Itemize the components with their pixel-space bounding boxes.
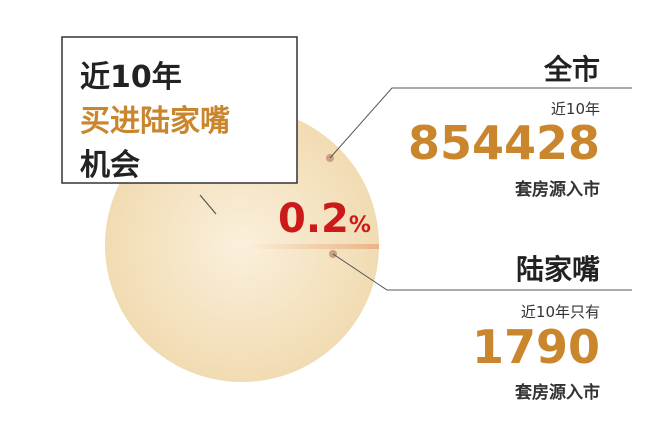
city-count: 854428 — [407, 116, 600, 170]
ljz-count: 1790 — [471, 320, 600, 374]
percent-label: 0.2% — [278, 196, 371, 242]
city-suffix: 套房源入市 — [515, 180, 600, 200]
title-line3: 机会 — [80, 148, 140, 183]
city-prefix: 近10年 — [550, 100, 600, 118]
city-name: 全市 — [543, 53, 600, 86]
pie-slice-ljz — [245, 244, 379, 249]
ljz-leader-line — [332, 253, 632, 291]
title-line1: 近10年 — [80, 60, 182, 95]
ljz-suffix: 套房源入市 — [515, 383, 600, 403]
percent-unit: % — [348, 213, 371, 238]
percent-value: 0.2 — [278, 196, 349, 242]
ljz-prefix: 近10年只有 — [520, 303, 600, 321]
ljz-name: 陆家嘴 — [515, 253, 600, 286]
callout-tail — [199, 194, 217, 215]
city-leader-line — [329, 87, 632, 159]
title-line2: 买进陆家嘴 — [80, 104, 230, 139]
title-box — [61, 36, 298, 184]
